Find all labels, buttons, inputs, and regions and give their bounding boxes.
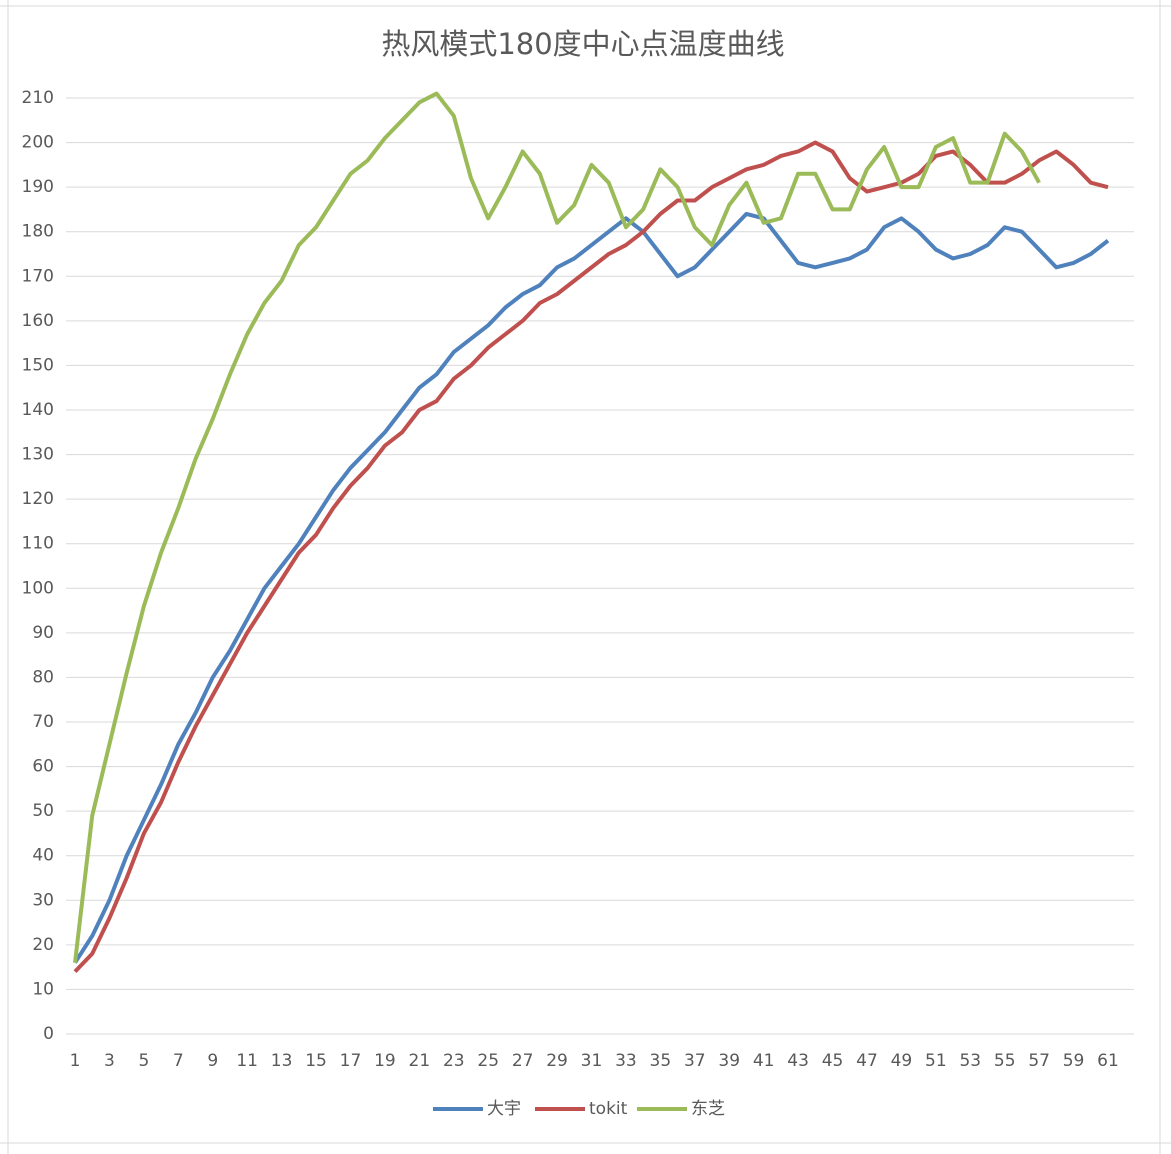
x-tick-label: 23 [443,1051,465,1071]
y-tick-label: 180 [22,222,54,242]
x-tick-label: 51 [925,1051,947,1071]
x-tick-label: 59 [1063,1051,1085,1071]
x-tick-label: 9 [207,1051,218,1071]
series-line [73,91,1041,963]
y-tick-label: 60 [32,757,54,777]
x-tick-label: 47 [856,1051,878,1071]
x-tick-label: 49 [891,1051,913,1071]
x-tick-label: 39 [718,1051,740,1071]
x-tick-label: 17 [340,1051,362,1071]
x-tick-label: 1 [70,1051,81,1071]
x-tick-label: 33 [615,1051,637,1071]
y-tick-label: 70 [32,712,54,732]
y-tick-label: 100 [22,578,54,598]
y-tick-label: 110 [22,534,54,554]
y-tick-label: 20 [32,935,54,955]
x-tick-label: 25 [477,1051,499,1071]
y-tick-label: 50 [32,801,54,821]
x-tick-label: 61 [1097,1051,1119,1071]
y-tick-label: 0 [43,1024,54,1044]
x-tick-label: 31 [581,1051,603,1071]
x-tick-label: 35 [650,1051,672,1071]
x-tick-label: 29 [546,1051,568,1071]
y-tick-label: 80 [32,667,54,687]
x-tick-label: 43 [787,1051,809,1071]
x-tick-label: 19 [374,1051,396,1071]
y-tick-label: 10 [32,979,54,999]
x-tick-label: 13 [271,1051,293,1071]
x-tick-label: 53 [959,1051,981,1071]
series-line [73,140,1109,973]
legend-label: 东芝 [691,1099,725,1119]
y-tick-label: 200 [22,133,54,153]
y-tick-label: 140 [22,400,54,420]
chart-title: 热风模式180度中心点温度曲线 [381,27,784,61]
legend-label: 大宇 [487,1099,521,1119]
x-tick-label: 41 [753,1051,775,1071]
y-tick-label: 160 [22,311,54,331]
x-tick-label: 3 [104,1051,115,1071]
y-tick-label: 30 [32,890,54,910]
x-tick-label: 11 [236,1051,258,1071]
x-tick-label: 55 [994,1051,1016,1071]
legend-label: tokit [589,1099,628,1119]
y-tick-label: 210 [22,88,54,108]
x-tick-label: 5 [138,1051,149,1071]
x-tick-label: 57 [1028,1051,1050,1071]
x-tick-label: 21 [409,1051,431,1071]
x-tick-label: 37 [684,1051,706,1071]
x-tick-label: 45 [822,1051,844,1071]
y-tick-label: 120 [22,489,54,509]
x-tick-label: 27 [512,1051,534,1071]
y-tick-label: 170 [22,266,54,286]
y-tick-label: 40 [32,846,54,866]
x-tick-label: 15 [305,1051,327,1071]
series-line [73,211,1110,964]
y-tick-label: 130 [22,445,54,465]
x-tick-label: 7 [173,1051,184,1071]
y-tick-label: 90 [32,623,54,643]
y-tick-label: 150 [22,355,54,375]
y-tick-label: 190 [22,177,54,197]
